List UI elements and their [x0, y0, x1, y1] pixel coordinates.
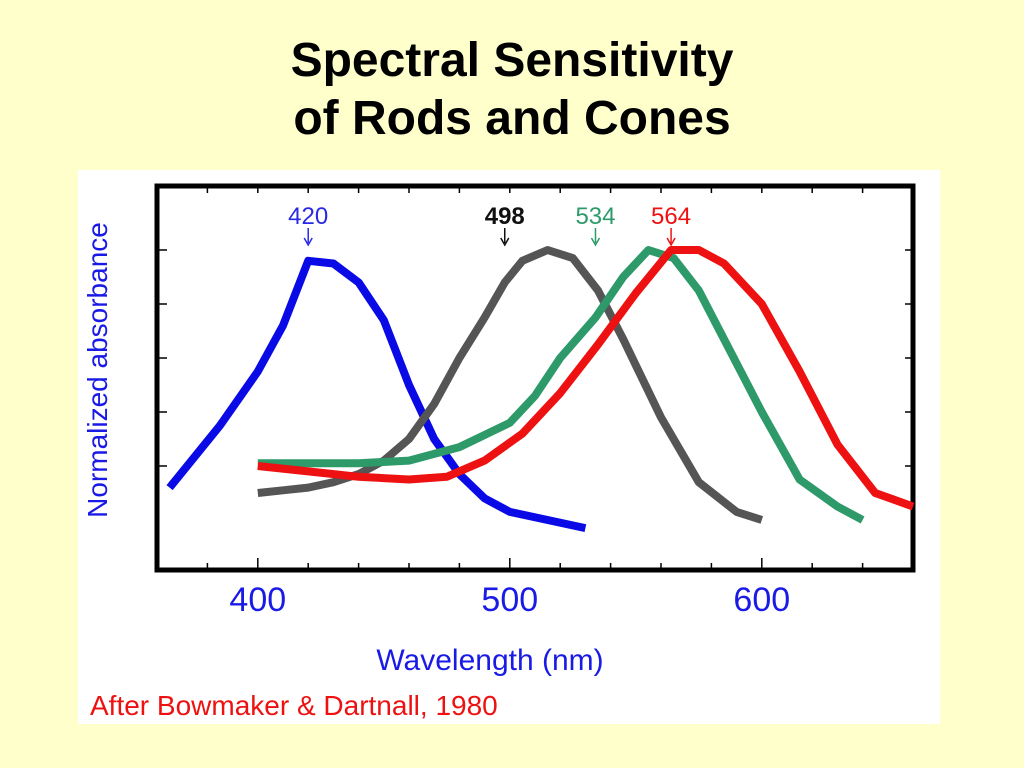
x-tick-label: 600 [733, 581, 790, 619]
series-line-green [257, 246, 865, 524]
peak-arrowhead-gray [500, 237, 510, 247]
y-axis-label: Normalized absorbance [82, 222, 113, 518]
slide-title-line-2: of Rods and Cones [293, 92, 731, 145]
x-tick-label: 500 [481, 581, 538, 619]
chart-figure: 400 500 600 420 498 534 564 Wavelength (nm) N… [78, 170, 940, 724]
series-line-red [257, 246, 915, 511]
y-axis-label-wrap: Normalized absorbance [78, 170, 118, 580]
series-line-blue [166, 256, 587, 533]
peak-label-red: 564 [651, 203, 691, 230]
source-credit: After Bowmaker & Dartnall, 1980 [90, 690, 498, 721]
x-tick-label: 400 [229, 581, 286, 619]
peak-arrowhead-green [590, 237, 601, 247]
peak-arrowhead-blue [303, 237, 313, 247]
tick-marks [157, 186, 914, 570]
peak-arrowhead-red [666, 237, 676, 247]
spectral-sensitivity-chart: 400 500 600 420 498 534 564 Wavelength (nm) [154, 183, 916, 677]
peak-label-blue: 420 [288, 203, 328, 230]
series-layer [166, 246, 915, 533]
peak-label-green: 534 [575, 203, 615, 230]
series-line-gray [257, 246, 764, 524]
slide-title-line-1: Spectral Sensitivity [290, 34, 734, 87]
slide-title: Spectral Sensitivity of Rods and Cones [0, 32, 1024, 148]
peak-label-gray: 498 [485, 203, 525, 230]
peak-annotations: 420 498 534 564 [288, 203, 691, 247]
x-axis-label: Wavelength (nm) [376, 644, 603, 677]
x-tick-labels: 400 500 600 [229, 581, 790, 619]
plot-frame [154, 183, 916, 573]
